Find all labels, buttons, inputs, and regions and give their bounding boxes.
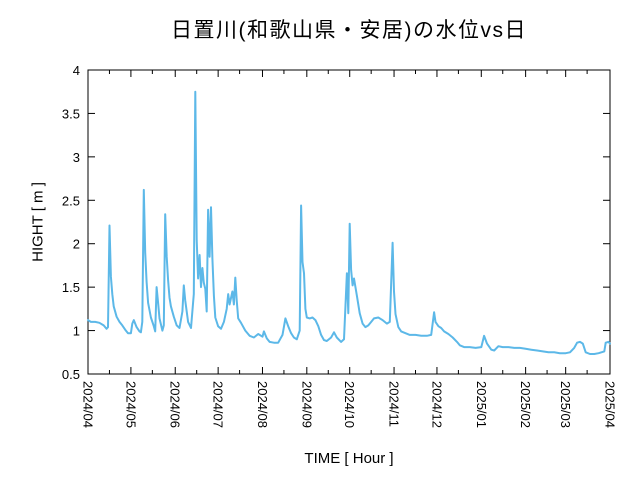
y-tick-label: 2: [73, 237, 80, 252]
x-tick-label: 2024/04: [81, 381, 96, 428]
water-level-line: [87, 90, 611, 355]
y-tick-label: 0.5: [62, 367, 80, 382]
x-tick-label: 2025/03: [558, 381, 573, 428]
y-tick-label: 2.5: [62, 193, 80, 208]
x-tick-label: 2025/01: [474, 381, 489, 428]
x-tick-label: 2024/10: [342, 381, 357, 428]
x-axis-label: TIME [ Hour ]: [304, 450, 394, 467]
x-tick-label: 2024/11: [387, 381, 402, 427]
x-tick-label: 2024/09: [299, 381, 314, 428]
x-tick-label: 2025/02: [518, 381, 533, 428]
x-tick-label: 2024/07: [211, 381, 226, 428]
y-tick-label: 3: [73, 150, 80, 165]
y-tick-label: 3.5: [62, 106, 80, 121]
x-tick-label: 2024/08: [255, 381, 270, 428]
y-tick-label: 4: [73, 63, 80, 78]
x-tick-label: 2024/12: [429, 381, 444, 428]
plot-border: [87, 69, 611, 375]
y-tick-label: 1.5: [62, 280, 80, 295]
x-tick-label: 2024/06: [168, 381, 183, 428]
x-tick-label: 2025/04: [603, 381, 618, 428]
y-tick-label: 1: [73, 324, 80, 339]
chart-title: 日置川(和歌山県・安居)の水位vs日: [171, 19, 527, 42]
x-tick-label: 2024/05: [123, 381, 138, 428]
